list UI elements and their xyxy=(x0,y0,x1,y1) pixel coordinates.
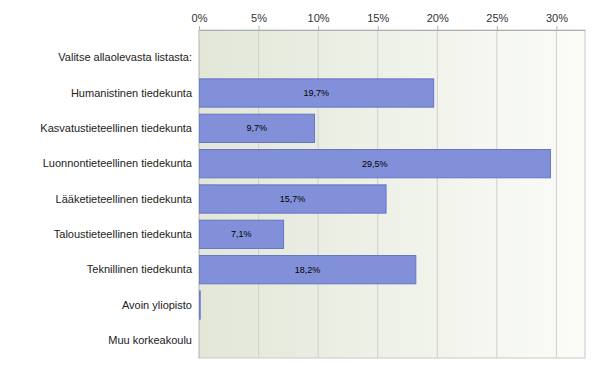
y-tick: Luonnontieteellinen tiedekunta xyxy=(43,157,199,169)
category-label: Kasvatustieteellinen tiedekunta xyxy=(40,122,193,134)
x-tick-mark xyxy=(556,26,557,30)
category-label: Avoin yliopisto xyxy=(122,299,192,311)
x-tick: 10% xyxy=(308,12,330,30)
plot-area xyxy=(199,30,585,358)
y-tick: Muu korkeakoulu xyxy=(108,334,199,346)
x-tick-label: 5% xyxy=(251,12,267,24)
x-tick-mark xyxy=(437,26,438,30)
x-tick-label: 0% xyxy=(192,12,208,24)
x-tick: 30% xyxy=(546,12,568,30)
y-tick: Humanistinen tiedekunta xyxy=(71,87,199,99)
data-label: 7,1% xyxy=(231,229,252,239)
grid-line xyxy=(496,30,497,358)
y-tick: Teknillinen tiedekunta xyxy=(87,263,199,275)
data-labels: 19,7% 9,7% 29,5% 15,7% 7,1% 18,2% xyxy=(231,88,387,275)
category-label: Teknillinen tiedekunta xyxy=(87,263,193,275)
y-axis: Valitse allaolevasta listasta: Humanistin… xyxy=(40,41,199,359)
category-label: Lääketieteellinen tiedekunta xyxy=(56,193,193,205)
bar xyxy=(199,326,200,354)
x-tick: 25% xyxy=(486,12,508,30)
category-label: Humanistinen tiedekunta xyxy=(71,87,193,99)
x-tick-label: 20% xyxy=(427,12,449,24)
category-label: Muu korkeakoulu xyxy=(108,334,192,346)
bar xyxy=(199,220,284,248)
x-tick-mark xyxy=(199,26,200,30)
y-tick: Kasvatustieteellinen tiedekunta xyxy=(40,122,199,134)
grid-line xyxy=(556,30,557,358)
x-tick-mark xyxy=(497,26,498,30)
y-tick: Taloustieteellinen tiedekunta xyxy=(54,228,199,240)
bar xyxy=(199,291,200,319)
x-tick-label: 30% xyxy=(546,12,568,24)
x-axis-line xyxy=(200,30,586,31)
x-tick-mark xyxy=(318,26,319,30)
data-label: 18,2% xyxy=(295,265,321,275)
category-label: Valitse allaolevasta listasta: xyxy=(58,51,192,63)
grid xyxy=(199,30,556,358)
data-label: 19,7% xyxy=(304,88,330,98)
bars xyxy=(199,79,550,319)
bar xyxy=(199,114,315,142)
data-label: 9,7% xyxy=(247,123,268,133)
x-tick: 5% xyxy=(251,12,267,30)
bar xyxy=(199,256,416,284)
chart: 0% 5% 10% 15% 20% 25% 30% Valitse allaolevasta … xyxy=(0,0,600,373)
y-tick: Lääketieteellinen tiedekunta xyxy=(56,193,199,205)
grid-line xyxy=(437,30,438,358)
x-tick-mark xyxy=(378,26,379,30)
data-label: 29,5% xyxy=(362,159,388,169)
x-tick-label: 15% xyxy=(367,12,389,24)
x-tick: 20% xyxy=(427,12,449,30)
data-label: 15,7% xyxy=(280,194,306,204)
bar xyxy=(199,150,550,178)
category-label: Luonnontieteellinen tiedekunta xyxy=(43,157,193,169)
x-tick-label: 25% xyxy=(486,12,508,24)
x-tick-label: 10% xyxy=(308,12,330,24)
category-label: Taloustieteellinen tiedekunta xyxy=(54,228,193,240)
bar xyxy=(199,185,386,213)
x-tick-mark xyxy=(259,26,260,30)
bar xyxy=(199,79,434,107)
y-tick: Valitse allaolevasta listasta: xyxy=(58,51,199,63)
x-tick: 0% xyxy=(192,12,208,30)
x-tick: 15% xyxy=(367,12,389,30)
x-axis: 0% 5% 10% 15% 20% 25% 30% xyxy=(192,12,586,31)
y-tick: Avoin yliopisto xyxy=(122,299,199,311)
